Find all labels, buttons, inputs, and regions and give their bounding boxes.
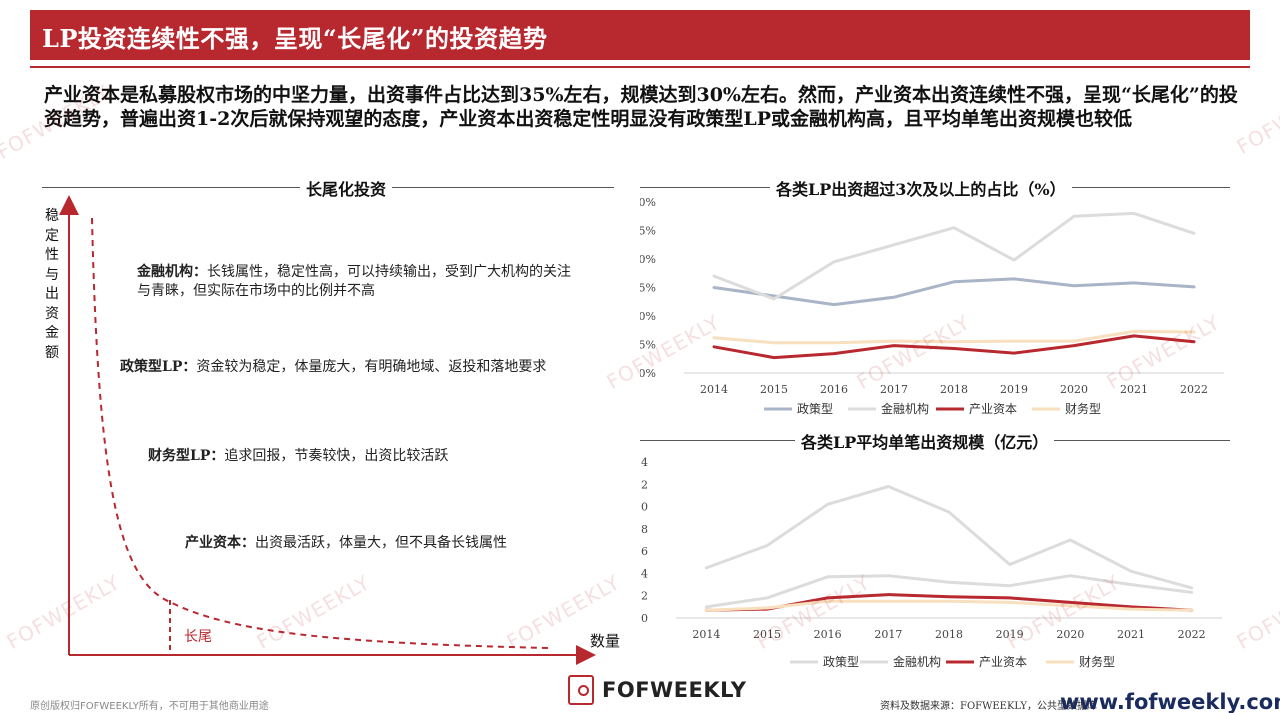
x-tick-label: 2019: [1000, 383, 1028, 396]
legend-label: 金融机构: [881, 401, 929, 416]
x-tick-label: 2019: [996, 628, 1024, 641]
y-tick-label: 8: [641, 523, 648, 536]
longtail-section-title: 长尾化投资: [42, 176, 614, 200]
legend-label: 产业资本: [969, 402, 1017, 416]
intro-paragraph: 产业资本是私募股权市场的中坚力量，出资事件占比达到35%左右，规模达到30%左右…: [44, 84, 1238, 130]
longtail-tail-label: 长尾: [184, 629, 212, 645]
longtail-item-fintype: 财务型LP：追求回报，节奏较快，出资比较活跃: [148, 448, 449, 464]
x-tick-label: 2017: [874, 628, 902, 641]
footer-logo: FOFWEEKLY: [568, 675, 746, 709]
series-line-1: [712, 211, 1196, 301]
series-line-0: [704, 485, 1194, 590]
x-tick-label: 2017: [880, 383, 908, 396]
footer-source: 资料及数据来源：FOFWEEKLY，公共型数据库: [880, 701, 1098, 712]
longtail-item-finance: 金融机构：长钱属性，稳定性高，可以持续输出，受到广大机构的关注与青睐，但实际在市…: [137, 264, 571, 299]
series-line-3: [704, 599, 1194, 612]
x-tick-label: 2014: [692, 628, 720, 641]
x-tick-label: 2018: [935, 628, 963, 641]
x-tick-label: 2021: [1117, 628, 1145, 641]
x-tick-label: 2022: [1180, 383, 1208, 396]
chart1-svg: 0% 5% 10% 15% 20% 25% 30% 2014 2015 2016 2017 2018 2…: [640, 196, 1224, 416]
legend-label: 产业资本: [979, 655, 1027, 669]
y-tick-label: 10: [640, 501, 648, 514]
y-tick-label: 4: [641, 567, 648, 580]
chart2-svg: 0 2 4 6 8 10 12 14 2014 2015 2016 2017 2018 2019 2020 2…: [640, 456, 1222, 669]
y-tick-label: 20%: [640, 253, 656, 266]
page-title: LP投资连续性不强，呈现“长尾化”的投资趋势: [42, 24, 548, 53]
y-tick-label: 12: [640, 478, 648, 491]
legend-label: 政策型: [797, 402, 833, 416]
legend-label: 政策型: [823, 655, 859, 669]
chart2-section-title: 各类LP平均单笔出资规模（亿元）: [640, 429, 1230, 453]
legend-label: 财务型: [1065, 401, 1101, 416]
series-line-2: [712, 334, 1196, 360]
x-tick-label: 2018: [940, 383, 968, 396]
x-tick-label: 2014: [700, 383, 728, 396]
x-tick-label: 2020: [1056, 628, 1084, 641]
longtail-item-industry: 产业资本：出资最活跃，体量大，但不具备长钱属性: [185, 535, 507, 551]
x-tick-label: 2021: [1120, 383, 1148, 396]
footer-copyright: 原创版权归FOFWEEKLY所有，不可用于其他商业用途: [30, 701, 269, 712]
y-tick-label: 10%: [640, 310, 656, 323]
longtail-item-policy: 政策型LP：资金较为稳定，体量庞大，有明确地域、返投和落地要求: [120, 359, 547, 375]
series-line-1: [704, 574, 1194, 609]
y-tick-label: 6: [641, 545, 648, 558]
series-line-3: [712, 329, 1196, 345]
x-tick-label: 2015: [760, 383, 788, 396]
series-line-0: [712, 277, 1196, 307]
y-tick-label: 30%: [640, 196, 656, 209]
longtail-diagram: [59, 195, 596, 665]
x-tick-label: 2016: [820, 383, 848, 396]
y-tick-label: 15%: [640, 282, 656, 295]
y-tick-label: 0%: [640, 367, 656, 380]
chart1-section-title: 各类LP出资超过3次及以上的占比（%）: [640, 176, 1230, 200]
longtail-x-label: 数量: [590, 632, 621, 650]
y-tick-label: 14: [640, 456, 648, 469]
title-underline: [30, 66, 1250, 68]
longtail-title: 长尾化投资: [300, 176, 393, 200]
y-tick-label: 2: [641, 590, 648, 603]
longtail-curve: [91, 217, 549, 649]
y-tick-label: 25%: [640, 225, 656, 238]
legend-label: 金融机构: [893, 654, 941, 669]
x-tick-label: 2015: [753, 628, 781, 641]
x-tick-label: 2022: [1178, 628, 1206, 641]
chart1-title: 各类LP出资超过3次及以上的占比（%）: [770, 176, 1072, 200]
logo-icon: [568, 675, 594, 705]
x-tick-label: 2016: [814, 628, 842, 641]
longtail-y-label: 稳定性与出资金额: [45, 208, 59, 361]
title-bar: LP投资连续性不强，呈现“长尾化”的投资趋势: [30, 10, 1250, 60]
footer-url[interactable]: www.fofweekly.com: [1060, 690, 1280, 713]
logo-text: FOFWEEKLY: [602, 678, 747, 702]
legend-label: 财务型: [1079, 654, 1115, 669]
y-tick-label: 0: [641, 612, 648, 625]
y-tick-label: 5%: [640, 339, 656, 352]
x-tick-label: 2020: [1060, 383, 1088, 396]
chart2-title: 各类LP平均单笔出资规模（亿元）: [795, 429, 1055, 453]
